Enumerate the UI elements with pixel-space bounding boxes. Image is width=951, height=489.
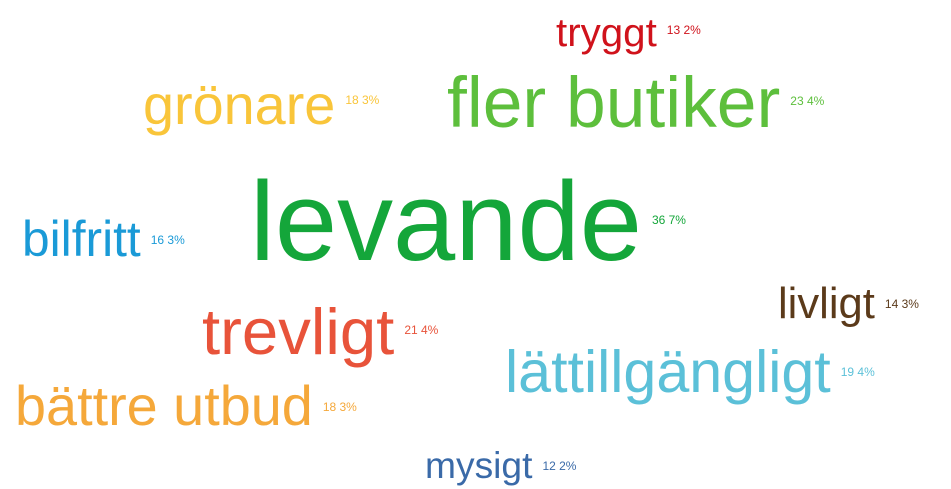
word: fler butiker (447, 63, 780, 143)
value-label: 18 3% (323, 400, 357, 414)
word: mysigt (425, 444, 533, 486)
value-label: 23 4% (790, 94, 824, 108)
value-label: 12 2% (542, 459, 576, 473)
value-label: 18 3% (345, 93, 379, 107)
value-label: 36 7% (652, 213, 686, 227)
value-label: 16 3% (151, 233, 185, 247)
word: bättre utbud (15, 374, 313, 437)
word: tryggt (556, 10, 657, 55)
word: trevligt (202, 295, 394, 368)
word: bilfritt (22, 211, 141, 267)
value-label: 21 4% (404, 323, 438, 337)
word: lättillgängligt (505, 338, 831, 405)
value-label: 14 3% (885, 297, 919, 311)
value-label: 13 2% (667, 23, 701, 37)
word: levande (250, 159, 642, 284)
word: grönare (143, 73, 335, 136)
value-label: 19 4% (841, 365, 875, 379)
word: livligt (778, 280, 875, 328)
